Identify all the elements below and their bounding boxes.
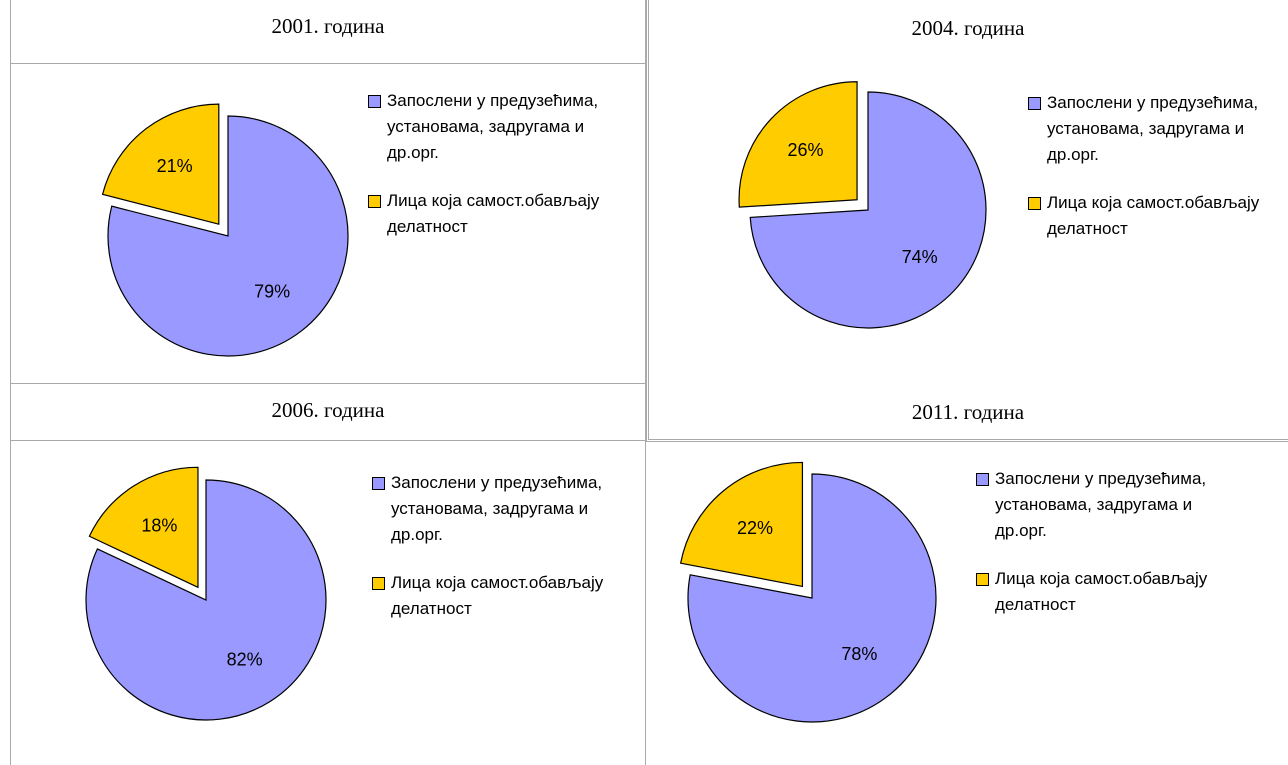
divider	[10, 440, 646, 441]
legend: Запослени у предузећима, установама, зад…	[976, 466, 1216, 640]
legend-swatch	[1028, 197, 1041, 210]
legend-label: Запослени у предузећима, установама, зад…	[1047, 93, 1259, 164]
data-label: 18%	[141, 515, 177, 535]
data-label: 79%	[254, 282, 290, 302]
pie-slice	[88, 466, 199, 589]
legend-label: Запослени у предузећима, установама, зад…	[995, 469, 1207, 540]
pie-slice	[679, 461, 804, 588]
pie-slice	[85, 479, 327, 721]
pie-slice	[749, 91, 987, 329]
legend-label: Лица која самост.обављају делатност	[391, 573, 604, 618]
panel-border	[10, 0, 646, 384]
legend-entry: Лица која самост.обављају делатност	[976, 566, 1216, 618]
legend-label: Лица која самост.обављају делатност	[387, 191, 600, 236]
data-label: 82%	[227, 650, 263, 670]
data-label: 26%	[787, 140, 823, 160]
legend-entry: Лица која самост.обављају делатност	[372, 570, 612, 622]
divider	[10, 63, 646, 64]
chart-title: 2011. година	[911, 400, 1025, 424]
pie-slice	[101, 103, 220, 225]
legend-swatch	[368, 195, 381, 208]
legend-swatch	[976, 473, 989, 486]
legend-entry: Лица која самост.обављају делатност	[1028, 190, 1268, 242]
chart-title: 2001. година	[271, 14, 385, 38]
legend: Запослени у предузећима, установама, зад…	[368, 88, 608, 262]
legend-swatch	[976, 573, 989, 586]
legend-label: Запослени у предузећима, установама, зад…	[387, 91, 599, 162]
chart-title: 2006. година	[271, 398, 385, 422]
pie-slice	[687, 473, 937, 723]
legend-entry: Запослени у предузећима, установама, зад…	[1028, 90, 1268, 168]
legend: Запослени у предузећима, установама, зад…	[372, 470, 612, 644]
legend-entry: Лица која самост.обављају делатност	[368, 188, 608, 240]
pie-slice	[107, 115, 349, 357]
data-label: 78%	[841, 644, 877, 664]
legend-label: Лица која самост.обављају делатност	[1047, 193, 1260, 238]
legend-swatch	[368, 95, 381, 108]
chart-title: 2004. година	[911, 16, 1025, 40]
legend: Запослени у предузећима, установама, зад…	[1028, 90, 1268, 264]
data-label: 22%	[737, 518, 773, 538]
legend-label: Лица која самост.обављају делатност	[995, 569, 1208, 614]
legend-entry: Запослени у предузећима, установама, зад…	[976, 466, 1216, 544]
legend-swatch	[1028, 97, 1041, 110]
data-label: 74%	[902, 247, 938, 267]
panel-border	[10, 384, 646, 765]
pie-slice	[738, 81, 858, 208]
panel-border	[646, 0, 1288, 442]
legend-entry: Запослени у предузећима, установама, зад…	[372, 470, 612, 548]
legend-entry: Запослени у предузећима, установама, зад…	[368, 88, 608, 166]
legend-swatch	[372, 577, 385, 590]
legend-label: Запослени у предузећима, установама, зад…	[391, 473, 603, 544]
legend-swatch	[372, 477, 385, 490]
data-label: 21%	[157, 156, 193, 176]
